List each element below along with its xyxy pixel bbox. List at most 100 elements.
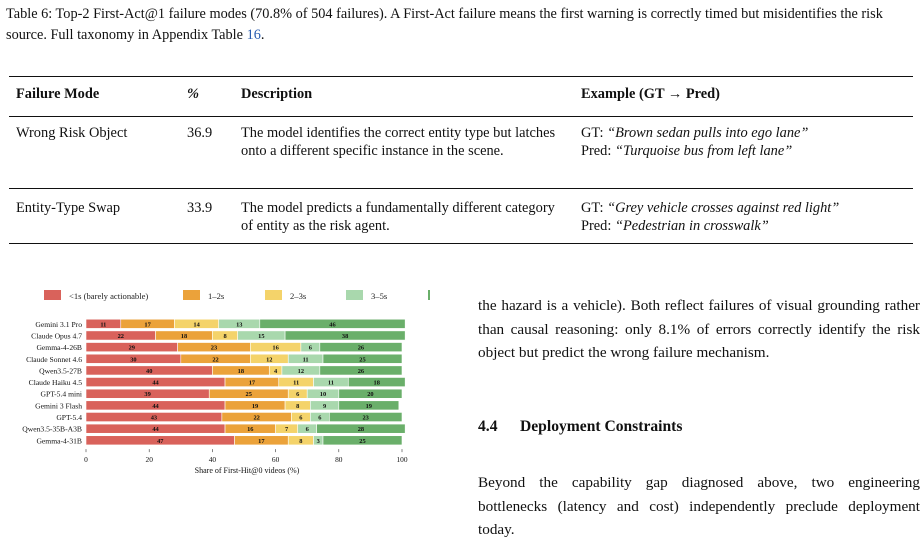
data-label: 18: [374, 380, 380, 387]
x-tick-label: 0: [84, 455, 88, 464]
row1-pred-label: Pred:: [581, 143, 611, 159]
row1-description: The model identifies the correct entity …: [241, 125, 566, 160]
data-label: 17: [258, 438, 265, 445]
data-label: 13: [236, 321, 242, 328]
table-top-rule: [9, 76, 913, 77]
x-tick-label: 40: [209, 455, 217, 464]
data-label: 39: [144, 391, 150, 398]
data-label: 29: [129, 345, 135, 352]
x-tick-label: 60: [272, 455, 280, 464]
data-label: 25: [359, 438, 365, 445]
data-label: 25: [246, 391, 252, 398]
data-label: 15: [258, 333, 264, 340]
data-label: 22: [118, 333, 124, 340]
data-label: 12: [266, 356, 272, 363]
category-label: Qwen3.5-35B-A3B: [22, 425, 82, 434]
data-label: 19: [366, 403, 372, 410]
data-label: 11: [293, 380, 299, 387]
data-label: 26: [358, 368, 365, 375]
data-label: 43: [151, 415, 157, 422]
row1-gt-label: GT:: [581, 125, 603, 141]
legend-swatch: [44, 290, 61, 300]
category-label: Gemini 3 Flash: [35, 401, 82, 410]
data-label: 16: [272, 345, 279, 352]
data-label: 20: [367, 391, 373, 398]
x-axis-label: Share of First-Hit@0 videos (%): [195, 466, 300, 475]
data-label: 19: [252, 403, 258, 410]
row2-pred-label: Pred:: [581, 218, 611, 234]
category-label: Gemma-4-31B: [36, 436, 82, 445]
data-label: 14: [193, 321, 200, 328]
legend-label: <1s (barely actionable): [69, 291, 148, 301]
data-label: 44: [152, 426, 159, 433]
category-label: Claude Opus 4.7: [31, 331, 82, 340]
data-label: 8: [296, 403, 299, 410]
data-label: 47: [157, 438, 164, 445]
row1-gt: “Brown sedan pulls into ego lane”: [607, 125, 808, 141]
category-label: GPT-5.4 mini: [41, 390, 83, 399]
table-bottom-rule: [9, 243, 913, 244]
legend-label: 2–3s: [290, 291, 307, 301]
data-label: 28: [358, 426, 364, 433]
section-heading: 4.4 Deployment Constraints: [478, 418, 682, 436]
caption-end: .: [261, 27, 265, 43]
data-label: 9: [323, 403, 326, 410]
header-percent: %: [187, 86, 199, 104]
data-label: 22: [253, 415, 259, 422]
header-description: Description: [241, 86, 312, 104]
row2-mode: Entity-Type Swap: [16, 200, 120, 218]
data-label: 38: [342, 333, 348, 340]
appendix-table-link[interactable]: 16: [247, 27, 261, 43]
data-label: 11: [328, 380, 334, 387]
data-label: 23: [362, 415, 368, 422]
legend-swatch: [346, 290, 363, 300]
stacked-bar-chart: <1s (barely actionable)1–2s2–3s3–5s>5s (…: [0, 280, 430, 526]
category-label: Qwen3.5-27B: [39, 366, 82, 375]
category-label: Claude Haiku 4.5: [29, 378, 83, 387]
section-title: Deployment Constraints: [520, 418, 682, 435]
data-label: 17: [249, 380, 256, 387]
header-failure-mode: Failure Mode: [16, 86, 99, 104]
paragraph-2-text: Beyond the capability gap diagnosed abov…: [478, 471, 920, 542]
row1-pred: “Turquoise bus from left lane”: [615, 143, 792, 159]
legend-label: 1–2s: [208, 291, 225, 301]
row2-example: GT: “Grey vehicle crosses against red li…: [581, 200, 839, 235]
body-paragraph-2: Beyond the capability gap diagnosed abov…: [478, 456, 920, 557]
data-label: 40: [146, 368, 152, 375]
data-label: 10: [320, 391, 326, 398]
row1-example: GT: “Brown sedan pulls into ego lane” Pr…: [581, 125, 808, 160]
legend-swatch: [183, 290, 200, 300]
data-label: 3: [317, 438, 320, 445]
table-caption: Table 6: Top-2 First-Act@1 failure modes…: [6, 4, 918, 46]
row2-pct: 33.9: [187, 200, 212, 218]
x-tick-label: 100: [396, 455, 407, 464]
category-label: Claude Sonnet 4.6: [26, 355, 82, 364]
data-label: 8: [223, 333, 226, 340]
data-label: 16: [247, 426, 254, 433]
section-number: 4.4: [478, 418, 520, 436]
data-label: 18: [238, 368, 244, 375]
data-label: 8: [299, 438, 302, 445]
table-header-rule: [9, 116, 913, 117]
data-label: 26: [358, 345, 365, 352]
row2-gt: “Grey vehicle crosses against red light”: [607, 200, 839, 216]
data-label: 30: [130, 356, 136, 363]
data-label: 44: [152, 380, 159, 387]
x-tick-label: 20: [146, 455, 154, 464]
timing-distribution-chart: <1s (barely actionable)1–2s2–3s3–5s>5s (…: [0, 280, 430, 526]
row1-mode: Wrong Risk Object: [16, 125, 127, 143]
caption-text: Table 6: Top-2 First-Act@1 failure modes…: [6, 6, 883, 43]
data-label: 23: [211, 345, 217, 352]
row2-pred: “Pedestrian in crosswalk”: [615, 218, 769, 234]
data-label: 11: [303, 356, 309, 363]
category-label: GPT-5.4: [56, 413, 82, 422]
data-label: 44: [152, 403, 159, 410]
legend-swatch: [265, 290, 282, 300]
legend-label: 3–5s: [371, 291, 388, 301]
row2-description: The model predicts a fundamentally diffe…: [241, 200, 566, 235]
data-label: 46: [329, 321, 336, 328]
data-label: 17: [144, 321, 151, 328]
data-label: 18: [181, 333, 187, 340]
category-label: Gemma-4-26B: [36, 343, 82, 352]
x-tick-label: 80: [335, 455, 343, 464]
